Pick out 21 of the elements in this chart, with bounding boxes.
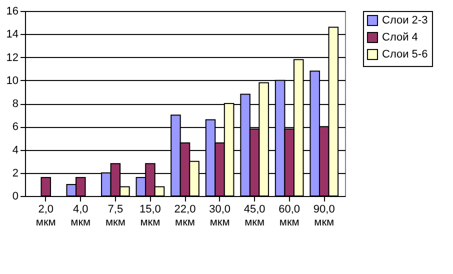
x-tick-label: 4,0 мкм bbox=[70, 204, 91, 228]
x-tick-label: 2,0 мкм bbox=[36, 204, 56, 228]
y-tick-label: 0 bbox=[12, 190, 18, 202]
x-tick-label: 7,5 мкм bbox=[105, 204, 126, 228]
y-tick-label: 4 bbox=[12, 144, 18, 156]
legend-label: Слой 4 bbox=[382, 32, 418, 44]
y-tick-label: 10 bbox=[6, 74, 18, 87]
x-tick-label: 15,0 мкм bbox=[140, 204, 161, 228]
y-tick-label: 2 bbox=[12, 167, 18, 180]
y-tick-label: 12 bbox=[6, 52, 18, 64]
x-tick-label: 90,0 мкм bbox=[313, 204, 335, 228]
x-tick-label: 22,0 мкм bbox=[174, 204, 196, 228]
x-tick-label: 30,0 мкм bbox=[209, 204, 230, 228]
y-tick-label: 8 bbox=[12, 98, 18, 110]
x-tick-label: 45,0 мкм bbox=[244, 204, 266, 228]
y-tick-label: 6 bbox=[12, 121, 18, 134]
legend-label: Слои 2-3 bbox=[382, 14, 428, 26]
x-tick-label: 60,0 мкм bbox=[278, 204, 300, 228]
legend-label: Слои 5-6 bbox=[382, 48, 428, 60]
y-tick-label: 14 bbox=[6, 28, 18, 41]
y-tick-label: 16 bbox=[6, 6, 18, 18]
